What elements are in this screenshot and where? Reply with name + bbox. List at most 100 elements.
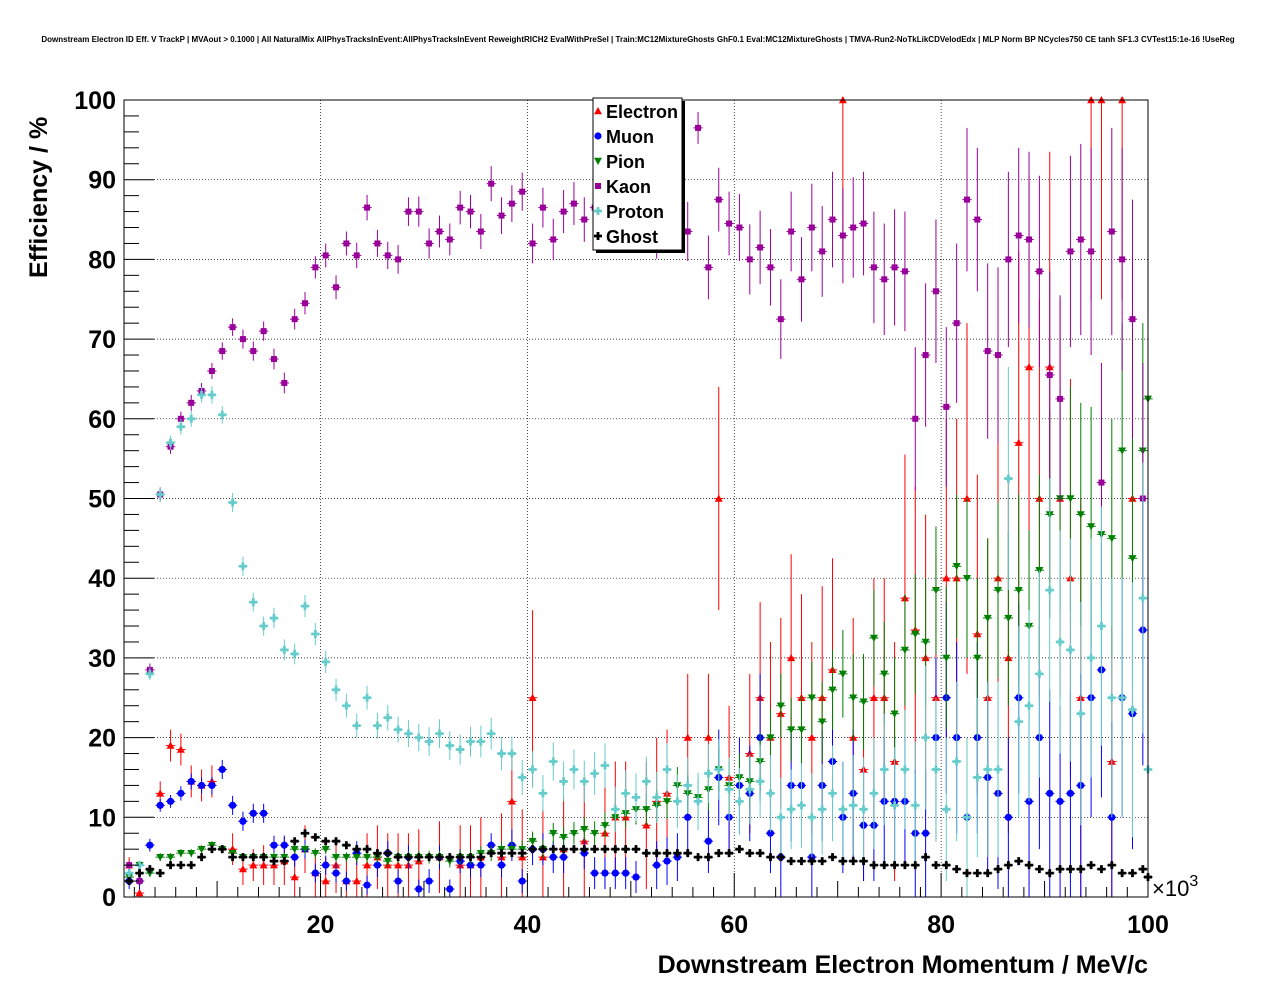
pion-point [363,853,372,862]
proton-point [166,438,175,447]
ghost-point [569,845,578,854]
electron-point [166,741,175,749]
legend-label-muon: Muon [606,127,654,147]
kaon-point [539,204,546,211]
ghost-point [714,849,723,858]
pion-point [962,575,971,583]
ghost-point [983,869,992,878]
muon-point [922,829,930,837]
proton-point [207,390,216,399]
ghost-point [859,857,868,866]
ghost-point [994,865,1003,874]
ghost-point [228,853,237,862]
kaon-point [726,220,733,227]
pion-point [973,654,982,662]
pion-point [849,694,858,702]
ghost-point [921,853,930,862]
electron-point [135,889,144,897]
proton-point [549,757,558,766]
proton-point [962,813,971,822]
ghost-point [135,869,144,878]
proton-point [1097,622,1106,631]
legend-label-ghost: Ghost [606,227,658,247]
ghost-point [238,853,247,862]
pion-point [818,718,827,726]
pion-point [590,830,599,838]
ghost-point [931,861,940,870]
ghost-point [1004,861,1013,870]
ghost-point [962,869,971,878]
pion-point [1118,447,1127,455]
kaon-point [943,403,950,410]
pion-point [549,830,558,838]
kaon-point [819,248,826,255]
kaon-point [208,367,215,374]
proton-point [197,390,206,399]
ghost-point [838,857,847,866]
kaon-point [353,252,360,259]
proton-point [487,729,496,738]
electron-point [942,574,951,582]
kaon-point [570,200,577,207]
kaon-point [229,324,236,331]
pion-point [828,686,837,694]
proton-point [611,805,620,814]
kaon-point [1129,316,1136,323]
pion-point [528,838,537,846]
ghost-point [207,845,216,854]
kaon-point [395,256,402,263]
ghost-point [445,853,454,862]
electron-point [507,797,516,805]
muon-point [229,801,237,809]
pion-point [994,586,1003,595]
proton-point [1045,586,1054,595]
ghost-point [487,849,496,858]
pion-point [900,646,909,654]
ghost-point [745,849,754,858]
ghost-point [1107,861,1116,870]
ghost-point [735,845,744,854]
muon-point [177,789,185,797]
y-tick-label: 90 [88,167,116,195]
ghost-point [973,869,982,878]
kaon-point [891,264,898,271]
ghost-point [1087,861,1096,870]
ghost-point [538,845,547,854]
legend-marker-kaon [595,183,601,189]
ghost-point [1097,865,1106,874]
muon-point [332,869,340,877]
kaon-point [498,212,505,219]
pion-point [580,826,589,834]
kaon-point [1026,236,1033,243]
muon-point [342,877,350,885]
x-axis-exponent-base: ×10 [1152,876,1189,901]
electron-point [176,745,185,753]
proton-point [259,622,268,631]
muon-point [363,881,371,889]
pion-point [931,586,940,595]
ghost-point [880,861,889,870]
proton-point [538,789,547,798]
proton-point [135,861,144,870]
pion-point [352,853,361,862]
kaon-point [870,264,877,271]
muon-point [684,813,692,821]
proton-point [332,685,341,694]
proton-point [1087,653,1096,662]
kaon-point [767,264,774,271]
kaon-point [281,379,288,386]
legend-marker-electron [594,107,602,115]
pion-point [290,845,299,854]
proton-point [735,797,744,806]
ghost-point [725,849,734,858]
kaon-point [1119,256,1126,263]
proton-point [900,765,909,774]
pion-point [880,670,889,678]
kaon-point [364,204,371,211]
ghost-point [942,861,951,870]
proton-point [1004,474,1013,483]
proton-point [1025,701,1034,710]
ghost-point [559,845,568,854]
muon-point [466,861,475,869]
kaon-point [695,124,702,131]
